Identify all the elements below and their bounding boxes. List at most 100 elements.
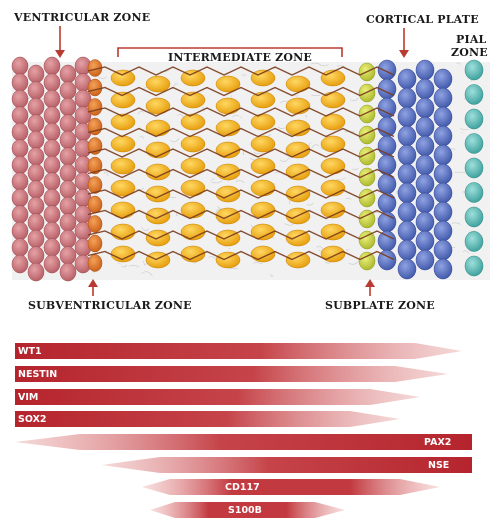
neuropil-fiber [348, 261, 360, 265]
neuropil-fiber [169, 138, 180, 143]
intermediate-cell [285, 251, 311, 269]
neuropil-fiber [201, 107, 205, 112]
ventricular-cell [43, 122, 61, 142]
marker-bar-nse [102, 457, 472, 473]
subventricular-cell [87, 215, 103, 233]
ventricular-cell [59, 180, 77, 199]
marker-bar-pax2 [15, 434, 472, 450]
cortical-plate-arrow [399, 28, 409, 58]
intermediate-zone-label: INTERMEDIATE ZONE [168, 51, 312, 64]
ventricular-cell [27, 163, 45, 183]
ventricular-cell [43, 188, 61, 208]
marker-label-sox2: SOX2 [18, 414, 47, 425]
neuropil-fiber [232, 114, 239, 118]
neuropil-fiber [137, 110, 144, 115]
ventricular-cell [43, 73, 61, 92]
neuropil-fiber [336, 65, 346, 68]
neuropil-fiber [280, 100, 288, 104]
cortical-plate-cell [377, 230, 397, 252]
marker-label-s100b: S100B [228, 505, 262, 516]
intermediate-cell [145, 185, 171, 203]
cortical-plate-cell [433, 258, 453, 280]
pial-cell [464, 182, 484, 203]
neuropil-fiber [336, 177, 346, 181]
ventricular-cell [43, 221, 61, 241]
neuropil-fiber [451, 222, 461, 225]
cortical-plate-cell [397, 87, 417, 109]
radial-glia-fiber [87, 127, 395, 138]
cortical-plate-cell [397, 125, 417, 147]
intermediate-cell [250, 179, 276, 197]
neuropil-fiber [211, 180, 223, 184]
ventricular-cell [59, 262, 77, 282]
pial-cell [464, 133, 484, 154]
ventricular-cell [11, 155, 29, 175]
ventricular-cell [43, 89, 61, 109]
intermediate-cell [145, 207, 171, 225]
radial-glia-fiber [87, 107, 395, 117]
neuropil-fiber [345, 198, 352, 200]
ventricular-cell [27, 229, 45, 249]
intermediate-cell [320, 113, 346, 131]
subventricular-cell [87, 195, 103, 214]
neuropil-fiber [454, 171, 466, 174]
ventricular-cell [11, 122, 29, 142]
subventricular-zone-label: SUBVENTRICULAR ZONE [28, 299, 192, 312]
cortical-plate-cell [397, 201, 417, 223]
neuropil-fiber [253, 151, 261, 155]
neuropil-fiber [128, 265, 140, 268]
ventricular-cell [27, 97, 45, 117]
cortical-plate-cell [433, 125, 453, 147]
ventricular-cell [59, 163, 77, 183]
ventricular-cell [11, 73, 29, 92]
intermediate-cell [215, 251, 241, 269]
ventricular-cell [59, 97, 77, 117]
intermediate-cell [180, 157, 206, 175]
radial-glia-fiber [87, 189, 395, 199]
marker-bar-cd117 [142, 479, 440, 495]
ventricular-cell [59, 147, 77, 166]
ventricular-cell [43, 139, 61, 158]
ventricular-cell [59, 81, 77, 100]
subplate-cell [358, 209, 376, 229]
neuropil-fiber [121, 264, 128, 268]
intermediate-cell [215, 75, 241, 93]
neuropil-fiber [456, 62, 461, 65]
pial-cell [464, 206, 484, 228]
neuropil-fiber [159, 69, 170, 73]
subplate-cell [358, 104, 376, 124]
ventricular-cell [59, 64, 77, 84]
marker-label-nse: NSE [428, 460, 450, 471]
intermediate-cell [180, 135, 206, 153]
intermediate-cell [320, 179, 346, 197]
neuropil-fiber [210, 178, 216, 181]
ventricular-cell [11, 172, 29, 191]
neuropil-fiber [284, 223, 294, 226]
radial-glia-fibers [87, 66, 395, 261]
subplate-cell [358, 125, 376, 145]
ventricular-cell [27, 130, 45, 150]
cortical-plate-cell [415, 249, 435, 271]
neuropil-fiber [311, 144, 320, 149]
pial-cell [464, 84, 484, 105]
intermediate-cell [320, 201, 346, 219]
intermediate-cell [180, 179, 206, 197]
ventricular-arrow [55, 26, 65, 58]
neuropil-fiber [229, 268, 239, 270]
ventricular-cell [11, 56, 29, 76]
intermediate-cell [110, 223, 136, 241]
neuropil-fiber [269, 273, 274, 277]
radial-glia-fiber [87, 168, 395, 179]
neuropil-fiber [352, 168, 359, 170]
intermediate-cell [320, 135, 346, 153]
marker-bar-wt1 [15, 343, 462, 359]
ventricular-zone-label: VENTRICULAR ZONE [14, 11, 151, 24]
intermediate-cell [215, 119, 241, 137]
intermediate-cell [250, 113, 276, 131]
intermediate-cell [250, 245, 276, 263]
neuropil-fiber [177, 114, 184, 118]
radial-glia-fiber [87, 250, 395, 261]
cortical-plate-cell [433, 182, 453, 204]
neuropil-fiber [208, 256, 217, 260]
